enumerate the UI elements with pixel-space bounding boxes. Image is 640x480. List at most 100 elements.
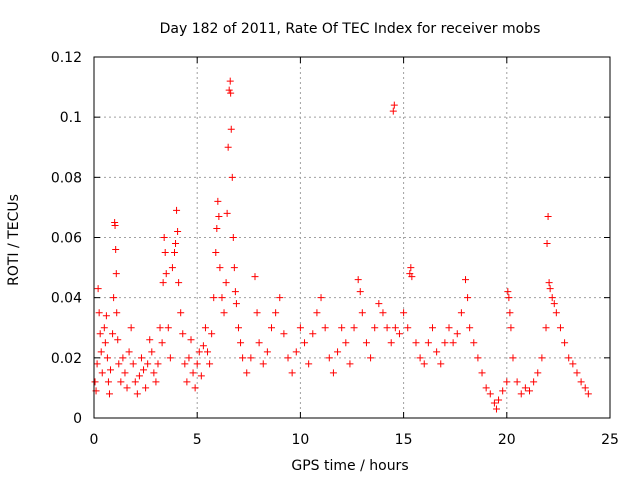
- data-point: [150, 369, 158, 377]
- data-point: [210, 294, 218, 302]
- data-point: [129, 360, 137, 368]
- data-point: [135, 372, 143, 380]
- data-point: [93, 360, 101, 368]
- data-point: [457, 309, 465, 317]
- data-point: [187, 336, 195, 344]
- data-point: [208, 330, 216, 338]
- data-point: [350, 324, 358, 332]
- x-tick-label: 5: [193, 432, 202, 448]
- data-point: [391, 324, 399, 332]
- data-point: [495, 396, 503, 404]
- data-point: [232, 300, 240, 308]
- data-point: [534, 369, 542, 377]
- x-tick-label: 0: [90, 432, 99, 448]
- data-point: [146, 336, 154, 344]
- data-point: [101, 339, 109, 347]
- data-point: [148, 348, 156, 356]
- data-point: [121, 369, 129, 377]
- data-point: [170, 249, 178, 257]
- data-point: [305, 360, 313, 368]
- data-point: [164, 324, 172, 332]
- data-point: [338, 324, 346, 332]
- plot-frame: [93, 56, 611, 419]
- data-point: [227, 125, 235, 133]
- data-point: [123, 384, 131, 392]
- x-tick-label: 20: [498, 432, 516, 448]
- data-point: [284, 354, 292, 362]
- data-point: [201, 324, 209, 332]
- data-point: [492, 405, 500, 413]
- data-point: [212, 249, 220, 257]
- chart-title: Day 182 of 2011, Rate Of TEC Index for r…: [160, 21, 541, 37]
- data-point: [280, 330, 288, 338]
- data-point: [160, 234, 168, 241]
- data-point: [530, 378, 538, 386]
- data-point: [474, 354, 482, 362]
- data-point: [544, 212, 552, 220]
- data-point: [195, 348, 203, 356]
- y-tick-label: 0.08: [51, 170, 82, 186]
- data-point: [464, 294, 472, 302]
- data-point: [229, 234, 237, 241]
- data-point: [354, 276, 362, 284]
- data-point: [466, 324, 474, 332]
- data-point: [159, 279, 167, 287]
- y-tick-label: 0.1: [60, 110, 82, 126]
- data-point: [97, 348, 105, 356]
- data-point: [243, 369, 251, 377]
- data-point: [119, 354, 127, 362]
- data-point: [127, 324, 135, 332]
- data-point: [230, 264, 238, 272]
- data-point: [179, 330, 187, 338]
- data-point: [581, 384, 589, 392]
- data-point: [545, 279, 553, 287]
- data-point: [387, 339, 395, 347]
- data-point: [505, 294, 513, 302]
- data-point: [168, 264, 176, 272]
- data-point: [263, 348, 271, 356]
- data-point: [470, 339, 478, 347]
- data-point: [218, 294, 226, 302]
- data-point: [224, 143, 232, 151]
- data-point: [175, 279, 183, 287]
- data-point: [228, 173, 236, 181]
- data-point: [115, 360, 123, 368]
- data-point: [94, 285, 102, 293]
- data-point: [521, 384, 529, 392]
- data-point: [259, 360, 267, 368]
- tick-labels: 0 5 10 15 20 25 0 0.02 0.04 0.06 0.08 0.1 0.12: [51, 50, 619, 448]
- data-point: [449, 339, 457, 347]
- data-point: [517, 390, 525, 398]
- data-point: [548, 294, 556, 302]
- data-point: [189, 369, 197, 377]
- data-point: [103, 354, 111, 362]
- data-point: [379, 309, 387, 317]
- data-point: [174, 227, 182, 235]
- data-point: [546, 285, 554, 293]
- data-point: [216, 264, 224, 272]
- data-point: [239, 354, 247, 362]
- data-point: [191, 384, 199, 392]
- data-point: [98, 369, 106, 377]
- data-point: [131, 378, 139, 386]
- data-point: [577, 378, 585, 386]
- data-point: [407, 264, 415, 272]
- data-point: [507, 324, 515, 332]
- data-point: [358, 309, 366, 317]
- data-point: [424, 339, 432, 347]
- data-point: [231, 288, 239, 296]
- data-point: [234, 324, 242, 332]
- data-point: [296, 324, 304, 332]
- data-point: [183, 378, 191, 386]
- x-tick-label: 15: [395, 432, 413, 448]
- data-point: [301, 339, 309, 347]
- data-point: [137, 354, 145, 362]
- data-point: [253, 309, 261, 317]
- data-point: [543, 240, 551, 248]
- data-point: [503, 378, 511, 386]
- data-point: [247, 354, 255, 362]
- data-point: [214, 197, 222, 205]
- data-point: [356, 288, 364, 296]
- data-point: [325, 354, 333, 362]
